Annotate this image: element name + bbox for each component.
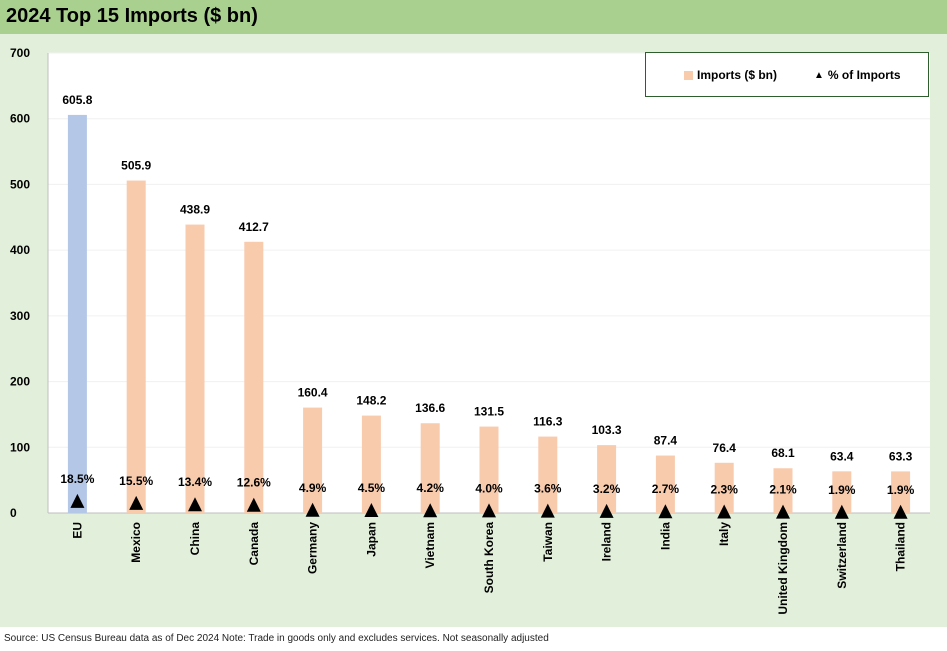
bar-value-label: 605.8 [62,93,92,107]
bar [714,462,734,513]
percent-marker [129,495,144,510]
percent-marker [599,503,614,518]
category-label: Vietnam [423,522,437,568]
bar [832,471,852,513]
category-label: United Kingdom [776,522,790,615]
y-tick-label: 400 [10,243,30,257]
category-label: Switzerland [835,522,849,589]
category-label: Germany [306,522,320,574]
bar-value-label: 63.3 [889,449,913,463]
percent-marker [540,503,555,518]
y-tick-label: 200 [10,375,30,389]
category-label: Japan [364,522,378,557]
y-tick-label: 600 [10,112,30,126]
percent-label: 3.2% [593,482,621,496]
category-label: China [188,522,202,556]
legend-item-imports: Imports ($ bn) [684,68,777,82]
bar-value-label: 76.4 [713,441,737,455]
category-label: Italy [717,522,731,546]
footer [0,627,947,651]
category-label: Taiwan [541,522,555,562]
percent-marker [246,497,261,512]
legend-swatch-bar [684,70,693,80]
y-tick-label: 300 [10,309,30,323]
bar-value-label: 136.6 [415,401,445,415]
bar [479,426,499,513]
percent-marker [717,504,732,519]
bar-value-label: 148.2 [356,394,386,408]
percent-marker [482,503,496,518]
category-label: Canada [247,522,261,566]
percent-label: 4.2% [417,481,445,495]
bar [67,114,87,513]
bar [420,423,440,513]
category-label: EU [70,522,84,539]
percent-marker [70,493,85,508]
page-title: 2024 Top 15 Imports ($ bn) [6,5,258,27]
category-label: South Korea [482,522,496,594]
bar-value-label: 103.3 [592,423,622,437]
bar-value-label: 438.9 [180,203,210,217]
bar-value-label: 63.4 [830,449,854,463]
bar [773,468,793,513]
bar [126,180,146,513]
percent-marker [834,504,849,519]
y-tick-label: 0 [10,506,17,520]
percent-label: 1.9% [828,483,856,497]
category-label: India [658,522,672,550]
bar-value-label: 131.5 [474,405,504,419]
bar [538,436,558,513]
triangle-icon: ▲ [814,69,824,81]
percent-label: 2.7% [652,482,680,496]
bar-value-label: 160.4 [298,386,328,400]
percent-label: 12.6% [237,476,271,490]
chart: 0 100 200 300 400 500 600 700 605.8 18.5% EU 505.9 1… [10,46,930,615]
percent-label: 15.5% [119,474,153,488]
bar-value-label: 505.9 [121,159,151,173]
percent-marker [658,504,673,519]
category-label: Thailand [894,522,908,571]
percent-marker [305,502,320,517]
legend-item-percent: ▲ % of Imports [814,68,901,82]
bar [655,455,675,513]
percent-marker [364,503,379,518]
percent-label: 3.6% [534,482,562,496]
percent-marker [893,504,908,519]
chart-legend: Imports ($ bn) ▲ % of Imports [645,52,929,97]
category-label: Mexico [129,522,143,563]
bar-value-label: 68.1 [771,446,795,460]
percent-label: 4.0% [475,481,503,495]
y-tick-label: 100 [10,440,30,454]
percent-label: 13.4% [178,475,212,489]
percent-label: 4.9% [299,481,327,495]
percent-label: 4.5% [358,481,386,495]
bar [597,445,617,513]
bar-value-label: 116.3 [533,415,563,429]
category-label: Ireland [600,522,614,561]
legend-label-imports: Imports ($ bn) [697,68,777,82]
percent-marker [188,497,202,512]
bar [361,415,381,513]
bar [303,407,323,513]
percent-label: 18.5% [60,472,94,486]
percent-label: 2.1% [769,483,797,497]
bar [891,471,911,513]
y-tick-label: 700 [10,46,30,60]
percent-marker [776,504,790,519]
bar [244,241,264,513]
percent-label: 1.9% [887,483,915,497]
legend-label-percent: % of Imports [827,68,901,82]
bar-value-label: 87.4 [654,434,678,448]
bar [185,224,205,513]
bar-value-label: 412.7 [239,220,269,234]
title-bar: 2024 Top 15 Imports ($ bn) [0,0,947,34]
percent-label: 2.3% [711,482,739,496]
source-note: Source: US Census Bureau data as of Dec … [4,633,549,644]
percent-marker [423,503,438,518]
y-tick-label: 500 [10,177,30,191]
